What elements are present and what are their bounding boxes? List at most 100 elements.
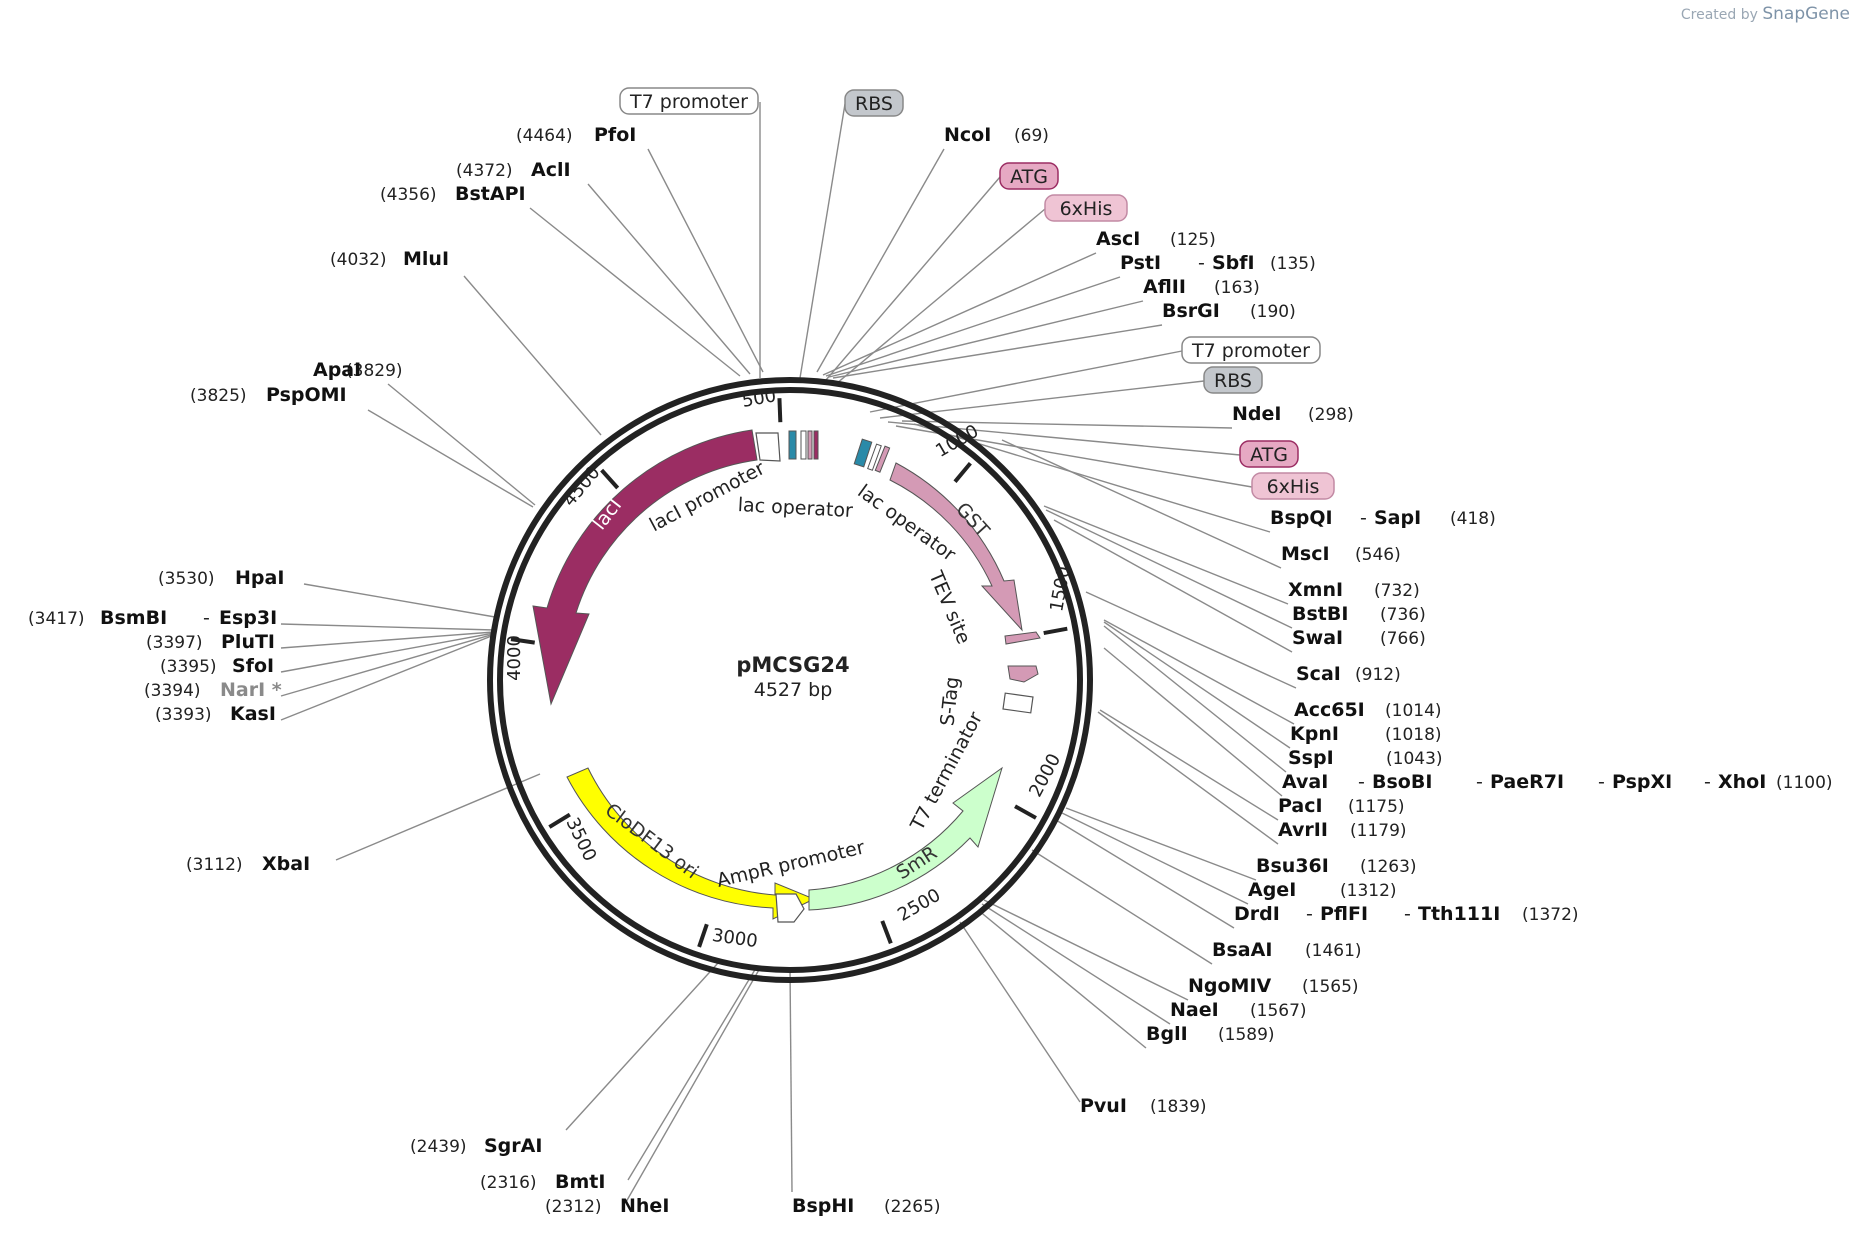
site-leader-13 bbox=[565, 962, 719, 1131]
tick-label-4500: 4500 bbox=[559, 462, 605, 511]
site-leader-40 bbox=[981, 903, 1171, 1025]
site-position-30: (1018) bbox=[1385, 725, 1442, 745]
tick-label-500: 500 bbox=[740, 385, 777, 412]
site-name-32-4: XhoI bbox=[1718, 771, 1766, 793]
site-position-35: (1263) bbox=[1360, 857, 1417, 877]
plasmid-name: pMCSG24 bbox=[736, 653, 849, 677]
site-name-26-0: BstBI bbox=[1292, 603, 1348, 625]
site-position-25: (732) bbox=[1374, 581, 1420, 601]
site-name-32-0: AvaI bbox=[1282, 771, 1328, 793]
site-sep-32-4: - bbox=[1704, 771, 1711, 793]
site-position-8: (3397) bbox=[146, 633, 203, 653]
site-name-18-0: AscI bbox=[1096, 228, 1140, 250]
site-leader-35 bbox=[1065, 807, 1257, 881]
site-name-19-1: SbfI bbox=[1212, 252, 1255, 274]
site-name-8: PluTI bbox=[221, 631, 275, 653]
site-leader-19 bbox=[825, 276, 1121, 377]
site-position-38: (1461) bbox=[1305, 941, 1362, 961]
site-name-22-0: NdeI bbox=[1232, 403, 1281, 425]
site-position-10: (3394) bbox=[144, 681, 201, 701]
smr-arrow bbox=[808, 766, 1003, 911]
site-leader-17 bbox=[816, 148, 945, 373]
site-sep-23-1: - bbox=[1360, 507, 1367, 529]
lac-operator-label-2: lac operator bbox=[853, 480, 959, 566]
feature-box-4 bbox=[1181, 336, 1321, 364]
tev-site-arrow bbox=[1004, 631, 1041, 645]
feature-box-label-1: RBS bbox=[855, 93, 893, 115]
site-leader-37 bbox=[1055, 819, 1235, 929]
ampr-promoter-arrow bbox=[775, 893, 805, 923]
site-position-29: (1014) bbox=[1385, 701, 1442, 721]
snapgene-brand: SnapGene bbox=[1762, 4, 1850, 24]
site-sep-37-1: - bbox=[1306, 903, 1313, 925]
site-leader-3 bbox=[463, 275, 602, 436]
site-leader-31 bbox=[1103, 625, 1287, 773]
feature-box-leader-4 bbox=[869, 350, 1183, 413]
site-leader-20 bbox=[828, 300, 1144, 378]
his-box-1 bbox=[813, 430, 819, 460]
site-position-11: (3393) bbox=[155, 705, 212, 725]
site-sep-32-3: - bbox=[1598, 771, 1605, 793]
site-leader-26 bbox=[1045, 509, 1293, 629]
tick-mark-3500 bbox=[510, 637, 536, 645]
site-name-34-0: AvrII bbox=[1278, 819, 1328, 841]
stag-arrow bbox=[1007, 665, 1039, 683]
site-name-13: SgrAI bbox=[484, 1135, 542, 1157]
site-position-39: (1565) bbox=[1302, 977, 1359, 997]
site-name-24-0: MscI bbox=[1281, 543, 1330, 565]
site-name-23-1: SapI bbox=[1374, 507, 1421, 529]
tick-label-3500: 3500 bbox=[561, 814, 600, 864]
site-name-33-0: PacI bbox=[1278, 795, 1323, 817]
site-position-17: (69) bbox=[1014, 126, 1049, 146]
feature-box-7 bbox=[1251, 472, 1335, 500]
tick-mark-4500 bbox=[777, 398, 783, 423]
tick-label-2500: 2500 bbox=[894, 885, 944, 926]
site-leader-41 bbox=[977, 909, 1147, 1049]
site-sep-7: - bbox=[203, 607, 210, 629]
site-leader-14 bbox=[627, 967, 757, 1181]
site-leader-36 bbox=[1059, 811, 1249, 905]
site-leader-32 bbox=[1103, 647, 1283, 797]
tick-mark-2500 bbox=[697, 923, 709, 948]
site-name-16-0: BspHI bbox=[792, 1195, 854, 1217]
stag-label: S-Tag bbox=[937, 676, 964, 727]
site-name-36-0: AgeI bbox=[1248, 879, 1296, 901]
site-leader-8 bbox=[280, 631, 495, 649]
site-position-12: (3112) bbox=[186, 855, 243, 875]
site-name-15: NheI bbox=[620, 1195, 669, 1217]
site-position-40: (1567) bbox=[1250, 1001, 1307, 1021]
site-position-16: (2265) bbox=[884, 1197, 941, 1217]
site-name-14: BmtI bbox=[555, 1171, 605, 1193]
site-name-3: MluI bbox=[403, 248, 449, 270]
site-name-17-0: NcoI bbox=[944, 124, 991, 146]
tick-mark-2000 bbox=[880, 920, 893, 945]
site-leader-7 bbox=[280, 623, 495, 631]
site-leader-39 bbox=[983, 899, 1189, 1001]
site-leader-16 bbox=[789, 967, 793, 1193]
site-position-31: (1043) bbox=[1386, 749, 1443, 769]
site-position-34: (1179) bbox=[1350, 821, 1407, 841]
his-box-2 bbox=[874, 445, 891, 473]
site-leader-18 bbox=[822, 252, 1097, 376]
site-position-3: (4032) bbox=[330, 250, 387, 270]
site-position-13: (2439) bbox=[410, 1137, 467, 1157]
site-sep-19-1: - bbox=[1198, 252, 1205, 274]
site-name-6: HpaI bbox=[235, 567, 284, 589]
site-name-1: AclI bbox=[531, 159, 571, 181]
site-name-4: ApaI bbox=[313, 359, 361, 381]
site-leader-10 bbox=[280, 633, 495, 697]
feature-box-leader-5 bbox=[879, 380, 1205, 419]
feature-box-6 bbox=[1239, 440, 1299, 468]
site-position-2: (4356) bbox=[380, 185, 437, 205]
leader-lines bbox=[280, 102, 1297, 1203]
site-position-27: (766) bbox=[1380, 629, 1426, 649]
rbs-box-1 bbox=[807, 430, 813, 460]
site-leader-24 bbox=[1001, 439, 1282, 569]
feature-box-label-6: ATG bbox=[1250, 444, 1288, 466]
site-leader-4 bbox=[387, 383, 536, 506]
site-leader-30 bbox=[1103, 621, 1291, 749]
feature-box-label-4: T7 promoter bbox=[1191, 340, 1310, 362]
site-name-20-0: AflII bbox=[1143, 276, 1186, 298]
feature-box-2 bbox=[999, 162, 1059, 190]
